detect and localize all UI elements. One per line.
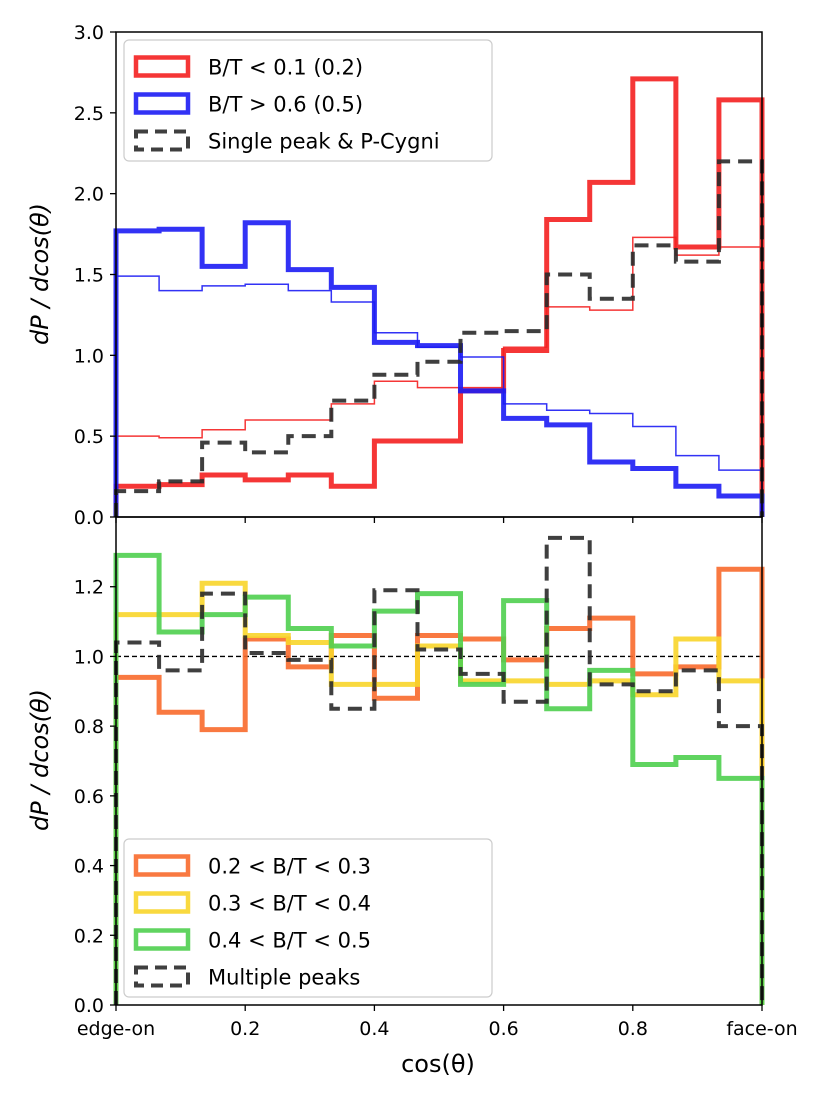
x-tick-label: 0.6 <box>488 1018 518 1040</box>
series-line-b-t-0-5 <box>115 275 763 517</box>
x-axis-label: cos(θ) <box>401 1050 475 1078</box>
x-tick-label: 0.2 <box>230 1018 260 1040</box>
legend-swatch <box>133 92 191 115</box>
y-tick-label: 0.6 <box>74 786 104 808</box>
legend: B/T < 0.1 (0.2) B/T > 0.6 (0.5) Single pea… <box>123 39 493 162</box>
legend-label: B/T < 0.1 (0.2) <box>208 56 363 80</box>
x-tick-label: 0.8 <box>618 1018 648 1040</box>
y-tick-label: 0.2 <box>74 925 104 947</box>
legend-swatch <box>133 928 191 951</box>
series-line-0-2-b-t-0-3 <box>113 566 765 1005</box>
legend-swatch <box>133 854 191 877</box>
axes-frame <box>115 516 763 1006</box>
y-axis-label: dP / dcos(θ) <box>26 203 54 345</box>
legend-label: 0.2 < B/T < 0.3 <box>208 855 371 879</box>
legend-box <box>123 838 493 998</box>
legend-label: B/T > 0.6 (0.5) <box>208 93 363 117</box>
y-tick-label: 0.0 <box>74 995 104 1017</box>
y-axis-label: dP / dcos(θ) <box>26 689 54 831</box>
legend-box <box>123 39 493 162</box>
legend-swatch <box>134 129 190 152</box>
y-tick-label: 2.5 <box>74 103 104 125</box>
y-tick-label: 1.5 <box>74 265 104 287</box>
bottom-panel: 0.0 0.2 0.4 0.6 0.8 1.0 1.2 edge-on 0.2 0.4 0.6 0.8… <box>26 516 798 1040</box>
series-line-single-peak-p-cygni <box>114 159 764 517</box>
legend: 0.2 < B/T < 0.3 0.3 < B/T < 0.4 0.4 < B/T … <box>123 838 493 998</box>
legend-swatch <box>134 965 190 988</box>
y-tick-label: 0.4 <box>74 856 104 878</box>
series-line-0-4-b-t-0-5 <box>113 552 765 1005</box>
legend-swatch <box>133 891 191 914</box>
series-line-multiple-peaks <box>114 535 764 1005</box>
y-tick-label: 1.0 <box>74 345 104 367</box>
x-tick-label: face-on <box>726 1018 797 1040</box>
legend-label: Single peak & P-Cygni <box>208 130 440 154</box>
legend-swatch <box>133 55 191 78</box>
y-tick-label: 2.0 <box>74 184 104 206</box>
legend-label: Multiple peaks <box>208 966 360 990</box>
legend-label: 0.4 < B/T < 0.5 <box>208 929 371 953</box>
series-line-b-t-0-6 <box>113 220 765 517</box>
y-tick-label: 0.0 <box>74 507 104 529</box>
y-tick-label: 1.0 <box>74 646 104 668</box>
top-panel: 0.0 0.5 1.0 1.5 2.0 2.5 3.0 dP / dcos(θ) B/T < 0… <box>26 22 765 529</box>
legend-label: 0.3 < B/T < 0.4 <box>208 892 371 916</box>
y-tick-label: 0.8 <box>74 716 104 738</box>
y-tick-label: 1.2 <box>74 577 104 599</box>
y-tick-label: 3.0 <box>74 22 104 44</box>
series-line-b-t-0-1 <box>113 76 765 517</box>
x-tick-label: 0.4 <box>359 1018 389 1040</box>
series-line-b-t-0-2 <box>115 236 763 517</box>
y-tick-label: 0.5 <box>74 426 104 448</box>
x-tick-label: edge-on <box>77 1018 155 1040</box>
